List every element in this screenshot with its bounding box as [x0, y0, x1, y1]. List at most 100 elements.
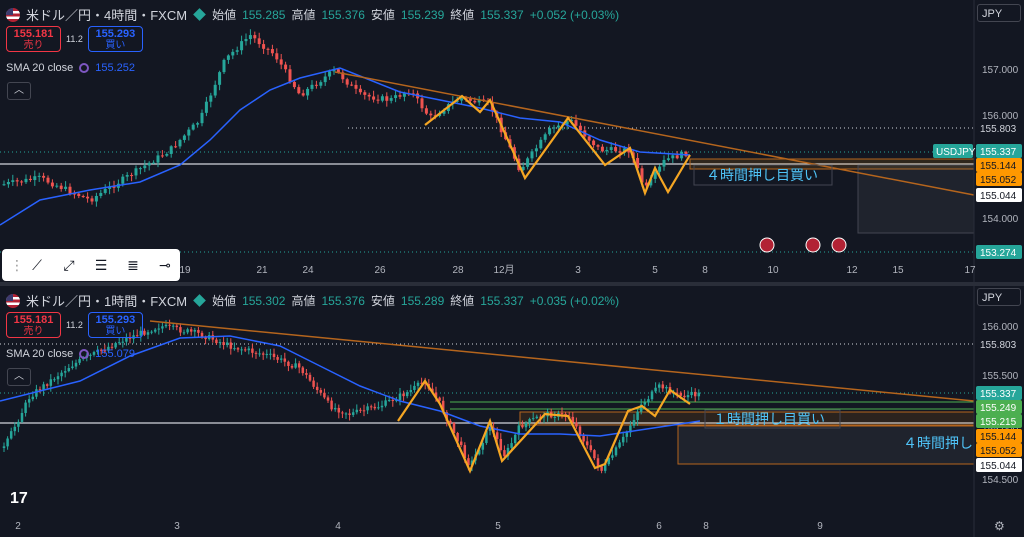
- price-tag-155052-bg: [976, 172, 1022, 186]
- drag-handle-icon[interactable]: ⋮: [10, 257, 24, 273]
- price-tag-155144: 155.144: [980, 432, 1017, 443]
- sell-price: 155.181: [13, 28, 54, 40]
- candle-body: [222, 342, 225, 346]
- collapse-legend-button[interactable]: ︿: [7, 368, 31, 386]
- candle-body: [99, 349, 103, 351]
- price-tag-155052: 155.052: [980, 175, 1017, 186]
- buy-button[interactable]: 155.293 買い: [87, 312, 143, 338]
- settings-gear-icon[interactable]: ⚙: [994, 519, 1005, 533]
- candle-body: [585, 441, 589, 446]
- candle-body: [6, 438, 9, 447]
- candle-body: [556, 125, 560, 128]
- chart-pane-4h[interactable]: ４時間押し目買い157.000156.000155.000154.000155.…: [0, 0, 1024, 282]
- candle-body: [574, 120, 578, 126]
- tradingview-logo[interactable]: 17: [10, 490, 28, 507]
- fib-tool-icon[interactable]: ≣: [127, 257, 139, 273]
- candle-body: [644, 182, 648, 186]
- sma-legend-1h[interactable]: SMA 20 close 155.079: [6, 348, 135, 360]
- candle-body: [200, 112, 204, 124]
- candle-body: [530, 151, 534, 159]
- close-label: 終値: [450, 294, 475, 308]
- candle-body: [218, 342, 222, 344]
- candle-body: [231, 51, 235, 56]
- candle-body: [284, 64, 288, 70]
- pane-divider[interactable]: [0, 282, 1024, 286]
- candle-body: [266, 48, 270, 50]
- price-tag-155052: 155.052: [980, 446, 1017, 457]
- annotation-box-1h: [704, 409, 841, 429]
- candle-body: [9, 431, 13, 439]
- candle-body: [157, 328, 161, 330]
- candle-body: [632, 419, 636, 426]
- horizontal-ray-tool-icon[interactable]: ⊸: [159, 257, 171, 273]
- currency-select[interactable]: JPY: [977, 4, 1021, 22]
- us-flag-icon: [6, 7, 20, 22]
- candle-body: [384, 400, 387, 406]
- candle-body: [468, 98, 472, 101]
- chart-pane-1h[interactable]: １時間押し目買い４時間押し156.000155.500155.000154.50…: [0, 286, 1024, 537]
- candle-body: [243, 349, 247, 351]
- candle-body: [398, 95, 402, 97]
- buy-button[interactable]: 155.293 買い: [87, 26, 143, 52]
- candle-body: [605, 149, 609, 152]
- trend-line: [334, 71, 975, 196]
- time-tick-label: 5: [652, 265, 658, 276]
- candle-body: [377, 407, 380, 409]
- chart-canvas-1h[interactable]: １時間押し目買い４時間押し156.000155.500155.000154.50…: [0, 286, 1024, 537]
- price-tick-label: 156.000: [982, 111, 1019, 122]
- candle-body: [526, 158, 530, 167]
- collapse-legend-button[interactable]: ︿: [7, 82, 31, 100]
- candle-body: [60, 372, 63, 377]
- candle-body: [63, 371, 67, 373]
- candle-body: [600, 146, 604, 152]
- candle-body: [363, 92, 367, 95]
- candle-body: [495, 432, 499, 439]
- candle-body: [222, 59, 226, 73]
- candle-body: [350, 84, 354, 86]
- candle-body: [236, 348, 240, 350]
- change-value: +0.035 (+0.02%): [529, 293, 620, 308]
- sell-button[interactable]: 155.181 売り: [6, 312, 61, 338]
- sma-settings-icon[interactable]: [79, 63, 90, 73]
- high-value: 155.376: [321, 7, 365, 22]
- candle-body: [24, 178, 28, 183]
- parallel-channel-tool-icon[interactable]: ☰: [94, 257, 108, 273]
- candle-body: [49, 379, 53, 386]
- candle-body: [125, 175, 129, 177]
- candle-body: [344, 413, 348, 415]
- candle-body: [391, 399, 395, 402]
- candle-body: [575, 422, 578, 427]
- time-tick-label: 24: [302, 265, 314, 276]
- candle-body: [398, 393, 402, 401]
- candle-body: [55, 185, 59, 187]
- sell-button[interactable]: 155.181 売り: [6, 26, 61, 52]
- spread-value: 11.2: [66, 320, 83, 330]
- candle-body: [683, 395, 686, 398]
- candle-body: [332, 69, 336, 72]
- us-event-icon: [831, 237, 847, 253]
- candle-body: [103, 188, 107, 193]
- price-tag-155249-bg: [976, 400, 1022, 414]
- sma-settings-icon[interactable]: [79, 349, 90, 359]
- trade-panel-4h: 155.181 売り 11.2 155.293 買い: [6, 26, 143, 52]
- trend-line-tool-icon[interactable]: ⟋: [32, 257, 42, 273]
- price-tick-label: 156.000: [982, 322, 1019, 333]
- candle-body: [463, 445, 467, 459]
- candle-body: [225, 342, 229, 346]
- wave-pattern: [397, 379, 691, 474]
- candle-body: [283, 358, 287, 362]
- chart-canvas-4h[interactable]: ４時間押し目買い157.000156.000155.000154.000155.…: [0, 0, 1024, 282]
- candle-body: [187, 129, 191, 136]
- currency-select[interactable]: JPY: [977, 288, 1021, 306]
- symbol-title[interactable]: 米ドル／円・4時間・FXCM: [26, 8, 188, 23]
- sma-legend-4h[interactable]: SMA 20 close 155.252: [6, 62, 135, 74]
- price-tag-current: 155.337: [980, 389, 1017, 400]
- ray-tool-icon[interactable]: ⤢: [63, 257, 75, 273]
- candle-body: [269, 353, 272, 355]
- candle-body: [607, 457, 611, 465]
- symbol-title[interactable]: 米ドル／円・1時間・FXCM: [26, 294, 188, 309]
- time-tick-label: 26: [374, 265, 386, 276]
- candle-body: [308, 374, 312, 381]
- candle-body: [160, 155, 164, 157]
- symbol-tag: USDJPY: [936, 147, 976, 158]
